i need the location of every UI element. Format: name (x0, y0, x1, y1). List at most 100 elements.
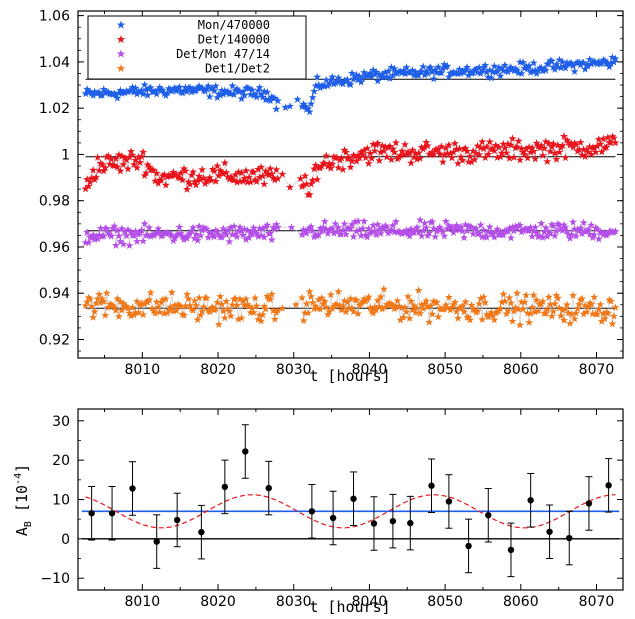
series-0 (81, 53, 620, 116)
data-point (229, 222, 238, 230)
data-point (166, 85, 175, 93)
data-point (517, 144, 526, 152)
data-point (532, 69, 541, 78)
error-point (605, 458, 613, 513)
data-point (354, 309, 363, 318)
data-point (566, 319, 575, 327)
data-point (175, 174, 184, 182)
data-point (351, 152, 360, 161)
data-point (214, 89, 223, 98)
data-point (87, 302, 96, 310)
data-point (590, 230, 599, 239)
data-point (376, 292, 385, 301)
data-point (473, 141, 482, 150)
data-point (443, 61, 452, 70)
data-point (341, 230, 350, 238)
data-point (461, 144, 470, 152)
data-point (546, 229, 555, 237)
data-point (175, 222, 184, 231)
data-point (228, 300, 237, 309)
data-point (116, 86, 125, 94)
data-point (410, 153, 419, 161)
data-point (152, 297, 161, 306)
data-point (364, 159, 373, 167)
data-point (547, 220, 556, 229)
data-point (547, 312, 556, 320)
data-point (128, 150, 137, 159)
x-tick-label: 8040 (352, 594, 388, 610)
data-point (296, 174, 305, 183)
data-point (478, 137, 487, 146)
data-point (590, 293, 599, 301)
top-y-ticks: 0.92 0.94 0.96 0.98 1 1.02 1.04 1.06 (39, 9, 623, 352)
data-point (476, 143, 485, 152)
data-point (83, 297, 92, 306)
data-point (302, 299, 311, 308)
data-point (576, 224, 585, 232)
data-point (172, 306, 181, 315)
data-point (562, 226, 571, 235)
data-point (329, 229, 338, 237)
data-point (531, 307, 540, 316)
data-point (131, 83, 140, 92)
data-point (497, 64, 506, 72)
y-tick-label: 10 (52, 493, 70, 509)
data-point (438, 157, 447, 166)
data-point (181, 166, 190, 175)
data-point (178, 175, 187, 184)
data-point (443, 303, 452, 312)
data-point (458, 301, 467, 310)
data-point (167, 231, 176, 240)
data-point (606, 297, 615, 305)
data-point (558, 57, 567, 66)
data-point (111, 154, 120, 163)
data-point (600, 314, 609, 322)
data-point (243, 300, 252, 309)
data-point (166, 302, 175, 311)
data-point (390, 64, 399, 73)
data-point (202, 293, 211, 302)
data-point (254, 86, 263, 95)
data-point (516, 155, 525, 164)
data-point (232, 232, 241, 241)
data-point (434, 62, 443, 71)
error-point (221, 459, 229, 515)
data-point (425, 318, 434, 326)
data-point (164, 228, 173, 237)
y-tick-label: 0 (61, 532, 70, 548)
data-point (378, 304, 387, 313)
data-point (258, 93, 267, 101)
data-point (411, 149, 420, 157)
data-point (254, 232, 263, 241)
data-point (590, 143, 599, 152)
data-point (307, 222, 316, 231)
data-point (257, 316, 266, 325)
data-point (320, 217, 329, 225)
data-point (546, 147, 555, 155)
data-point (249, 168, 258, 176)
data-point (358, 224, 367, 233)
data-point (419, 226, 428, 235)
data-point (572, 308, 581, 317)
data-point (370, 146, 379, 155)
data-point (216, 292, 225, 300)
data-point (226, 172, 235, 181)
data-point (272, 104, 281, 113)
data-point (493, 153, 502, 161)
data-point (399, 313, 408, 321)
data-point (122, 231, 131, 240)
data-point (155, 228, 164, 237)
data-point (189, 167, 198, 176)
data-point (186, 301, 195, 310)
data-point (222, 230, 231, 239)
data-point (363, 144, 372, 152)
data-point (299, 99, 308, 108)
data-point (301, 171, 310, 180)
data-point (594, 135, 603, 143)
data-point (587, 150, 596, 158)
data-point (391, 67, 400, 76)
data-point (611, 303, 620, 311)
data-point (235, 177, 244, 185)
data-point (205, 173, 214, 182)
bottom-points-group (88, 424, 613, 578)
